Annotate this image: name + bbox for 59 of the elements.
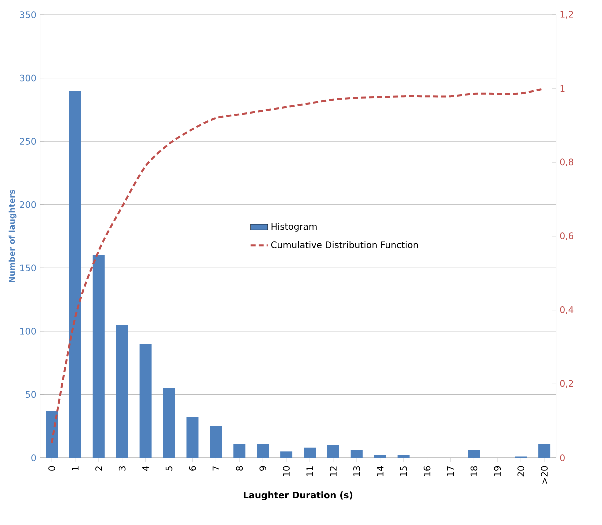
- x-tick-label: 17: [447, 466, 454, 476]
- bar: [538, 444, 551, 458]
- y2-tick-label: 1: [560, 86, 565, 92]
- x-tick-label: 18: [470, 466, 478, 476]
- x-tick-label: 3: [118, 466, 126, 471]
- bar: [46, 411, 58, 458]
- y-axis-title: Number of laughters: [8, 190, 17, 283]
- legend-label: Histogram: [272, 223, 317, 232]
- x-tick-label: 11: [306, 466, 314, 476]
- x-tick-label: 15: [400, 466, 408, 476]
- x-tick-label: 0: [48, 466, 56, 471]
- y2-tick-label: 0,8: [560, 158, 574, 167]
- x-tick-label: 1: [72, 466, 79, 471]
- bar: [304, 448, 316, 458]
- x-tick-label: 6: [189, 466, 196, 471]
- x-tick-label: >20: [541, 466, 548, 484]
- bar: [350, 450, 363, 458]
- bar: [398, 455, 410, 458]
- bar: [69, 90, 82, 458]
- bar: [327, 445, 340, 458]
- x-tick-label: 9: [260, 466, 266, 471]
- bar: [280, 452, 293, 458]
- bar: [374, 455, 386, 458]
- legend-label: Cumulative Distribution Function: [271, 241, 418, 248]
- y-tick-label: 0: [32, 454, 36, 462]
- x-tick-label: 7: [212, 466, 220, 471]
- y-tick-label: 350: [20, 12, 36, 18]
- bar: [140, 344, 152, 458]
- bar: [468, 450, 480, 458]
- x-tick-label: 5: [166, 466, 173, 471]
- x-tick-label: 4: [142, 466, 150, 472]
- x-tick-label: 2: [96, 466, 102, 471]
- x-tick-label: 14: [377, 466, 384, 476]
- y2-tick-label: 0,2: [560, 380, 574, 388]
- x-axis-title: Laughter Duration (s): [244, 492, 353, 500]
- bar: [163, 388, 176, 458]
- x-tick-label: 13: [354, 466, 360, 476]
- y2-tick-label: 0,6: [560, 232, 574, 240]
- bar: [116, 325, 128, 458]
- bar: [234, 444, 246, 458]
- x-tick-label: 19: [494, 466, 502, 476]
- bar: [186, 417, 199, 458]
- y-tick-label: 150: [20, 264, 36, 272]
- bar: [92, 255, 105, 458]
- x-tick-label: 12: [330, 466, 337, 476]
- x-tick-label: 10: [283, 466, 290, 476]
- y-tick-label: 200: [20, 201, 36, 208]
- y-tick-label: 100: [20, 328, 36, 335]
- bar: [257, 444, 270, 458]
- x-tick-label: 16: [424, 466, 431, 476]
- x-tick-label: 20: [518, 466, 524, 477]
- y-tick-label: 50: [26, 391, 36, 398]
- y2-tick-label: 0,4: [560, 306, 574, 314]
- bar: [210, 426, 222, 458]
- y-tick-label: 300: [20, 74, 36, 82]
- y-tick-label: 250: [20, 138, 36, 145]
- x-tick-label: 8: [236, 466, 244, 471]
- y2-tick-label: 0: [560, 454, 565, 462]
- y2-tick-label: 1,2: [560, 11, 574, 19]
